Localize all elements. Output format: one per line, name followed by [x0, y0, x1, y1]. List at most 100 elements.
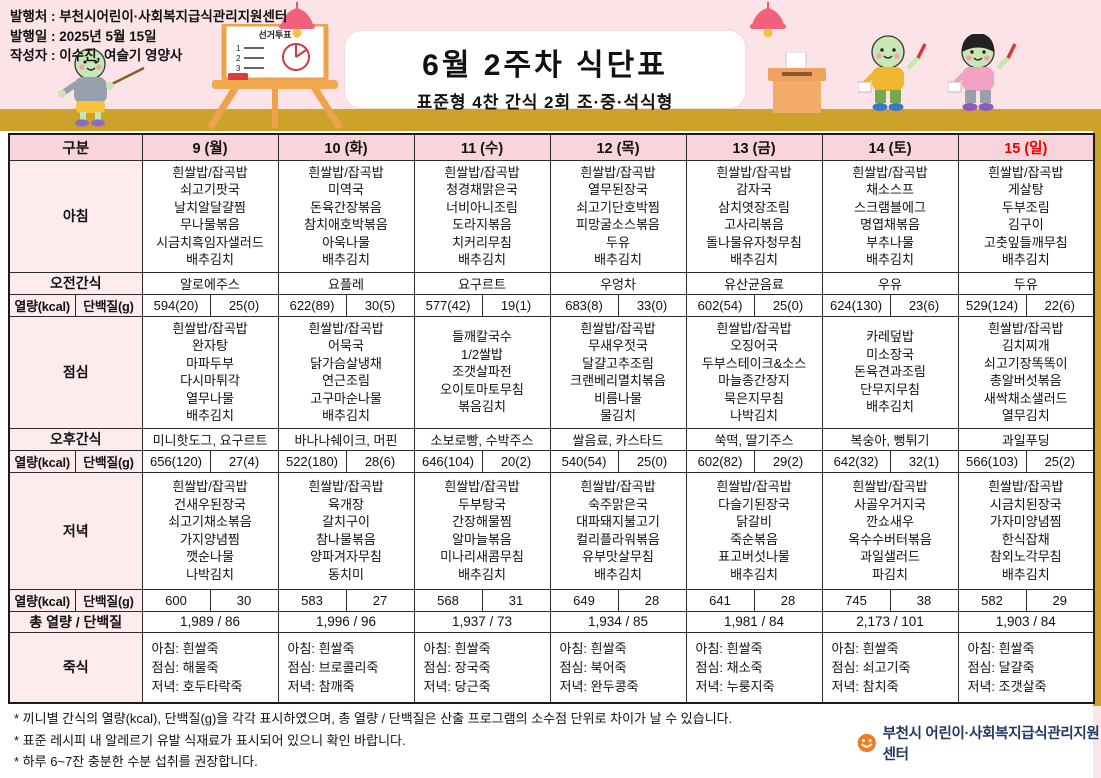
protein-value: 30(5) [345, 293, 415, 317]
ceiling-lamp-icon [750, 2, 786, 38]
menu-item: 크랜베리멸치볶음 [570, 373, 666, 388]
row-label-breakfast: 아침 [8, 159, 143, 273]
menu-item: 배추김치 [594, 566, 642, 582]
menu-item: 열무된장국 [588, 182, 648, 197]
menu-item: 흰쌀밥/잡곡밥 [852, 479, 928, 494]
kcal-value: 649 [549, 588, 619, 612]
menu-item: 흰쌀밥/잡곡밥 [852, 164, 928, 180]
menu-item: 단무지무침 [860, 381, 920, 397]
am_snack-cell: 요구르트 [413, 271, 551, 295]
menu-item: 흰쌀밥/잡곡밥 [444, 164, 520, 180]
pm_snack-cell: 복숭아, 뻥튀기 [821, 427, 959, 451]
protein-value: 20(2) [481, 449, 551, 473]
publisher-line: 발행처 : 부천시어린이·사회복지급식관리지원센터 [10, 9, 288, 24]
lunch-cell: 흰쌀밥/잡곡밥 무새우젓국 달걀고추조림 크랜베리멸치볶음 비름나물 물김치 [549, 315, 687, 429]
menu-item: 저녁: 참깨죽 [287, 678, 355, 694]
menu-item: 흰쌀밥/잡곡밥 [580, 320, 656, 336]
menu-item: 쇠고기장똑똑이 [983, 355, 1068, 371]
am_snack-cell: 알로에주스 [141, 271, 279, 295]
kcal-value: 683(8) [549, 293, 619, 317]
breakfast-cell: 흰쌀밥/잡곡밥 게살탕 두부조림 김구이 고춧잎들깨무침 배추김치 [957, 159, 1095, 273]
menu-item: 배추김치 [322, 408, 370, 423]
day-header: 11 (수) [413, 133, 551, 161]
menu-item: 게살탕 [1007, 182, 1044, 197]
pm_snack-cell: 쌀음료, 카스타드 [549, 427, 687, 451]
row-label-protein: 단백질(g) [74, 449, 143, 473]
menu-item: 배추김치 [866, 252, 914, 267]
row-label-protein: 단백질(g) [74, 588, 143, 612]
protein-value: 23(6) [889, 293, 959, 317]
protein-value: 25(0) [617, 449, 687, 473]
menu-item: 아침: 흰쌀죽 [287, 640, 355, 656]
menu-item: 점심: 해물죽 [151, 659, 219, 675]
kcal-value: 566(103) [957, 449, 1027, 473]
menu-item: 볶음김치 [458, 399, 506, 415]
svg-text:3: 3 [236, 64, 241, 73]
menu-item: 쇠고기팟국 [180, 182, 240, 197]
board-title-text: 선거투표 [258, 29, 292, 40]
footnote: * 표준 레시피 내 알레르기 유발 식재료가 표시되어 있으니 확인 바랍니다… [14, 732, 406, 748]
kcal-value: 642(32) [821, 449, 891, 473]
menu-item: 아침: 흰쌀죽 [151, 640, 219, 656]
menu-item: 명엽채볶음 [860, 217, 920, 232]
row-label-total: 총 열량 / 단백질 [8, 610, 143, 633]
menu-item: 마파두부 [186, 355, 234, 371]
kcal-value: 594(20) [141, 293, 211, 317]
kcal-value: 540(54) [549, 449, 619, 473]
publish-date-line: 발행일 : 2025년 5월 15일 [10, 28, 157, 44]
lunch-cell: 들깨칼국수 1/2쌀밥 조갯살파전 오이토마토무침 볶음김치 [413, 315, 551, 429]
menu-item: 컬리플라워볶음 [576, 531, 660, 547]
totals-cell: 1,903 / 84 [957, 610, 1095, 633]
breakfast-cell: 흰쌀밥/잡곡밥 청경채맑은국 너비아니조림 도라지볶음 치커리무침 배추김치 [413, 159, 551, 273]
menu-item: 고구마순나물 [310, 390, 382, 406]
footnote: * 끼니별 간식의 열량(kcal), 단백질(g)을 각각 표시하였으며, 총… [14, 711, 733, 726]
menu-item: 흰쌀밥/잡곡밥 [716, 479, 792, 494]
protein-value: 28 [617, 588, 687, 612]
protein-value: 25(2) [1025, 449, 1095, 473]
kcal-value: 656(120) [141, 449, 211, 473]
protein-value: 30 [209, 588, 279, 612]
title-card: 6월 2주차 식단표 표준형 4찬 간식 2회 조·중·석식형 [345, 31, 745, 112]
menu-item: 들깨칼국수 [452, 329, 512, 345]
breakfast-cell: 흰쌀밥/잡곡밥 쇠고기팟국 날치알달걀찜 무나물볶음 시금치흑임자샐러드 배추김치 [141, 159, 279, 273]
day-header: 15 (일) [957, 133, 1095, 161]
kcal-value: 577(42) [413, 293, 483, 317]
menu-item: 고춧잎들깨무침 [983, 234, 1068, 250]
pm_snack-cell: 쑥떡, 딸기주스 [685, 427, 823, 451]
menu-item: 날치알달걀찜 [174, 199, 246, 215]
menu-item: 배추김치 [594, 252, 642, 267]
menu-item: 고사리볶음 [724, 217, 784, 232]
menu-item: 채소스프 [866, 182, 914, 197]
porridge-cell: 아침: 흰쌀죽 점심: 브로콜리죽 저녁: 참깨죽 [277, 631, 415, 704]
menu-item: 흰쌀밥/잡곡밥 [308, 320, 384, 336]
day-header: 13 (금) [685, 133, 823, 161]
menu-item: 죽순볶음 [730, 531, 778, 547]
publication-info: 발행처 : 부천시어린이·사회복지급식관리지원센터 발행일 : 2025년 5월… [10, 7, 287, 66]
menu-item: 물김치 [600, 408, 636, 423]
gold-side-strip [1093, 131, 1101, 706]
footnotes: * 끼니별 간식의 열량(kcal), 단백질(g)을 각각 표시하였으며, 총… [14, 708, 732, 773]
menu-item: 저녁: 누룽지죽 [695, 678, 775, 694]
page-title: 6월 2주차 식단표 [422, 49, 668, 82]
breakfast-cell: 흰쌀밥/잡곡밥 열무된장국 쇠고기단호박찜 피망굴소스볶음 두유 배추김치 [549, 159, 687, 273]
protein-value: 38 [889, 588, 959, 612]
protein-value: 28(6) [345, 449, 415, 473]
menu-item: 두부조림 [1001, 199, 1050, 215]
menu-item: 스크램블에그 [854, 199, 926, 215]
easel-vote-board-illustration: 선거투표 1 2 3 [207, 24, 343, 130]
porridge-cell: 아침: 흰쌀죽 점심: 장국죽 저녁: 당근죽 [413, 631, 551, 704]
protein-value: 19(1) [481, 293, 551, 317]
menu-item: 과일샐러드 [860, 549, 920, 564]
menu-item: 가지양념찜 [180, 531, 240, 547]
menu-item: 부추나물 [866, 234, 914, 250]
menu-item: 점심: 장국죽 [423, 659, 491, 675]
menu-item: 돌나물유자청무침 [706, 234, 802, 250]
pm_snack-cell: 미니핫도그, 요구르트 [141, 427, 279, 451]
menu-item: 총알버섯볶음 [989, 373, 1062, 388]
menu-item: 미역국 [328, 182, 364, 197]
totals-cell: 2,173 / 101 [821, 610, 959, 633]
menu-item: 유부맛살무침 [582, 549, 654, 564]
protein-value: 29(2) [753, 449, 823, 473]
menu-item: 저녁: 호두타락죽 [151, 678, 243, 694]
